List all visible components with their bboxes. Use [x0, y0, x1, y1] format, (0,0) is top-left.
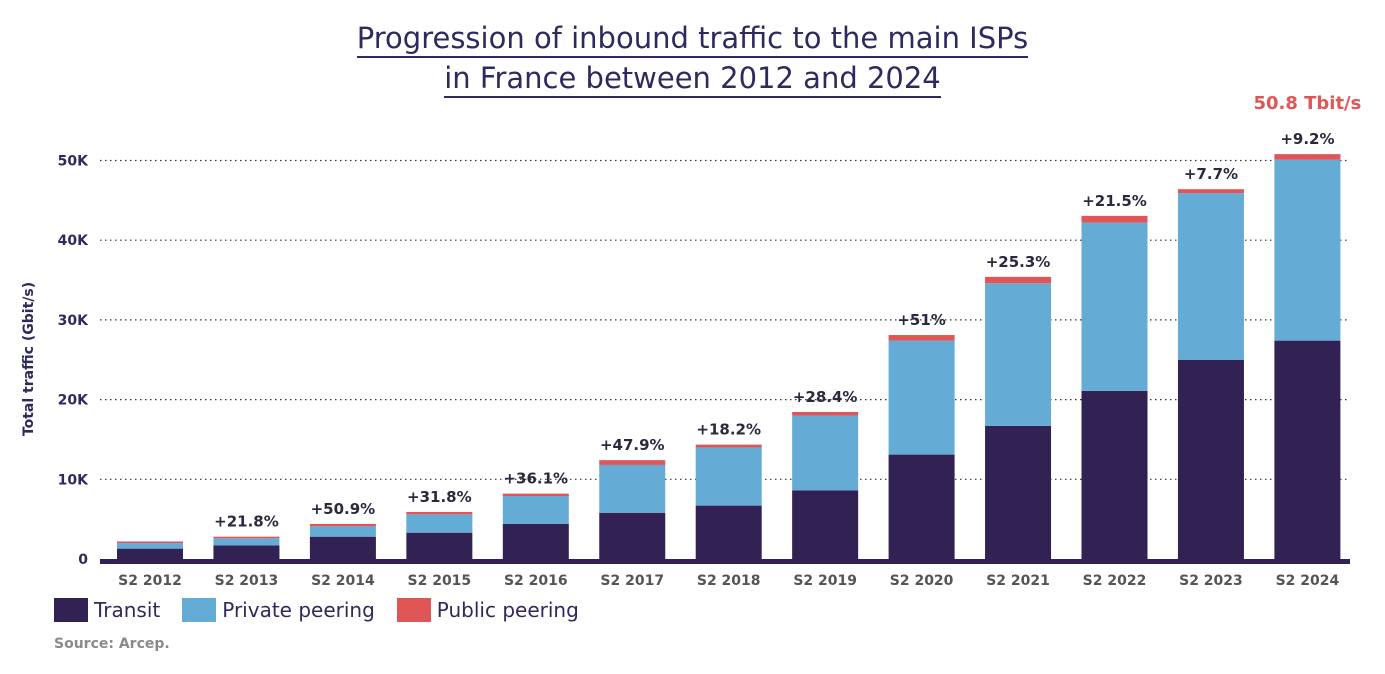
bar-segment-public-peering	[1177, 189, 1244, 194]
growth-label: +21.8%	[214, 513, 279, 531]
legend-item-private-peering: Private peering	[182, 598, 375, 622]
chart-title-line-2: in France between 2012 and 2024	[0, 58, 1385, 98]
bar-segment-public-peering	[213, 536, 280, 539]
bar-segment-transit	[792, 490, 859, 559]
bar-segment-public-peering	[792, 411, 859, 416]
chart-title-line-1: Progression of inbound traffic to the ma…	[0, 18, 1385, 58]
legend-item-transit: Transit	[54, 598, 160, 622]
bar-segment-public-peering	[1274, 154, 1341, 160]
x-tick-label: S2 2018	[697, 573, 761, 589]
growth-label: +51%	[897, 311, 945, 329]
legend-swatch	[182, 598, 217, 622]
bar-segment-public-peering	[406, 511, 473, 515]
legend-swatch	[54, 598, 88, 622]
growth-label: +9.2%	[1280, 130, 1334, 148]
x-tick-label: S2 2022	[1083, 573, 1147, 589]
growth-label: +36.1%	[503, 470, 568, 488]
x-tick-label: S2 2019	[793, 573, 857, 589]
x-tick-label: S2 2013	[215, 573, 279, 589]
bar-segment-public-peering	[888, 335, 955, 341]
bar-segment-private-peering	[117, 543, 183, 549]
bar-segment-public-peering	[309, 523, 376, 527]
bar-segment-transit	[985, 425, 1052, 559]
growth-label: +18.2%	[696, 421, 761, 439]
y-tick-label: 30K	[58, 313, 89, 329]
bar-segment-public-peering	[985, 276, 1052, 284]
bar-segment-transit	[888, 454, 955, 559]
source-note: Source: Arcep.	[54, 636, 170, 652]
bar-segment-public-peering	[695, 444, 762, 448]
x-tick-label: S2 2024	[1276, 573, 1340, 589]
x-tick-label: S2 2020	[890, 573, 954, 589]
x-tick-label: S2 2017	[600, 573, 664, 589]
y-tick-label: 20K	[58, 393, 89, 409]
x-axis-line	[100, 559, 1350, 564]
bar-segment-private-peering	[1081, 222, 1148, 391]
x-tick-label: S2 2021	[986, 573, 1050, 589]
bar-segment-transit	[213, 545, 280, 559]
legend-item-public-peering: Public peering	[396, 598, 579, 622]
bar-segment-transit	[406, 532, 473, 559]
growth-label: +47.9%	[600, 436, 665, 454]
total-annotation: 50.8 Tbit/s	[1253, 93, 1361, 114]
bar-segment-private-peering	[695, 447, 762, 506]
legend-label: Transit	[94, 598, 161, 622]
bar-segment-public-peering	[599, 460, 666, 465]
x-tick-label: S2 2015	[408, 573, 472, 589]
legend-label: Public peering	[436, 598, 579, 622]
growth-label: +21.5%	[1082, 192, 1147, 210]
x-tick-label: S2 2023	[1179, 573, 1243, 589]
x-tick-label: S2 2012	[118, 573, 182, 589]
legend-swatch	[396, 598, 431, 622]
bar-segment-transit	[1081, 390, 1148, 559]
bar-segment-transit	[502, 523, 569, 559]
bar-segment-private-peering	[406, 514, 473, 533]
bar-segment-transit	[599, 512, 666, 559]
growth-label: +7.7%	[1184, 165, 1238, 183]
legend: Transit Private peering Public peering	[54, 598, 601, 622]
x-tick-label: S2 2014	[311, 573, 375, 589]
y-tick-label: 50K	[58, 154, 89, 170]
legend-label: Private peering	[222, 598, 375, 622]
bar-segment-transit	[1177, 359, 1244, 559]
bar-segment-private-peering	[213, 538, 280, 546]
bar-segment-private-peering	[599, 464, 666, 513]
growth-label: +28.4%	[793, 388, 858, 406]
y-tick-label: 0	[78, 552, 88, 568]
bar-segment-private-peering	[1274, 159, 1341, 341]
bar-segment-private-peering	[792, 415, 859, 491]
bar-segment-private-peering	[888, 340, 955, 455]
bar-segment-transit	[309, 536, 376, 559]
bar-segment-private-peering	[309, 526, 376, 537]
bar-segment-public-peering	[1081, 215, 1148, 223]
stacked-bar-chart: 0 10K 20K 30K 40K 50K Total traffic (Gbit/s) S2…	[21, 93, 1361, 589]
x-tick-label: S2 2016	[504, 573, 568, 589]
bar-segment-transit	[1274, 340, 1341, 559]
growth-label: +50.9%	[311, 500, 376, 518]
bar-segment-transit	[117, 548, 183, 559]
bar-segment-private-peering	[502, 496, 569, 524]
y-tick-label: 10K	[58, 472, 89, 488]
y-axis-label: Total traffic (Gbit/s)	[21, 282, 37, 436]
bar-segment-public-peering	[117, 541, 183, 544]
bar-segment-public-peering	[502, 493, 569, 497]
growth-label: +25.3%	[986, 253, 1051, 271]
growth-label: +31.8%	[407, 488, 472, 506]
bar-segment-transit	[695, 505, 762, 559]
y-tick-label: 40K	[58, 233, 89, 249]
bar-segment-private-peering	[1177, 193, 1244, 360]
bar-segment-private-peering	[985, 283, 1052, 426]
